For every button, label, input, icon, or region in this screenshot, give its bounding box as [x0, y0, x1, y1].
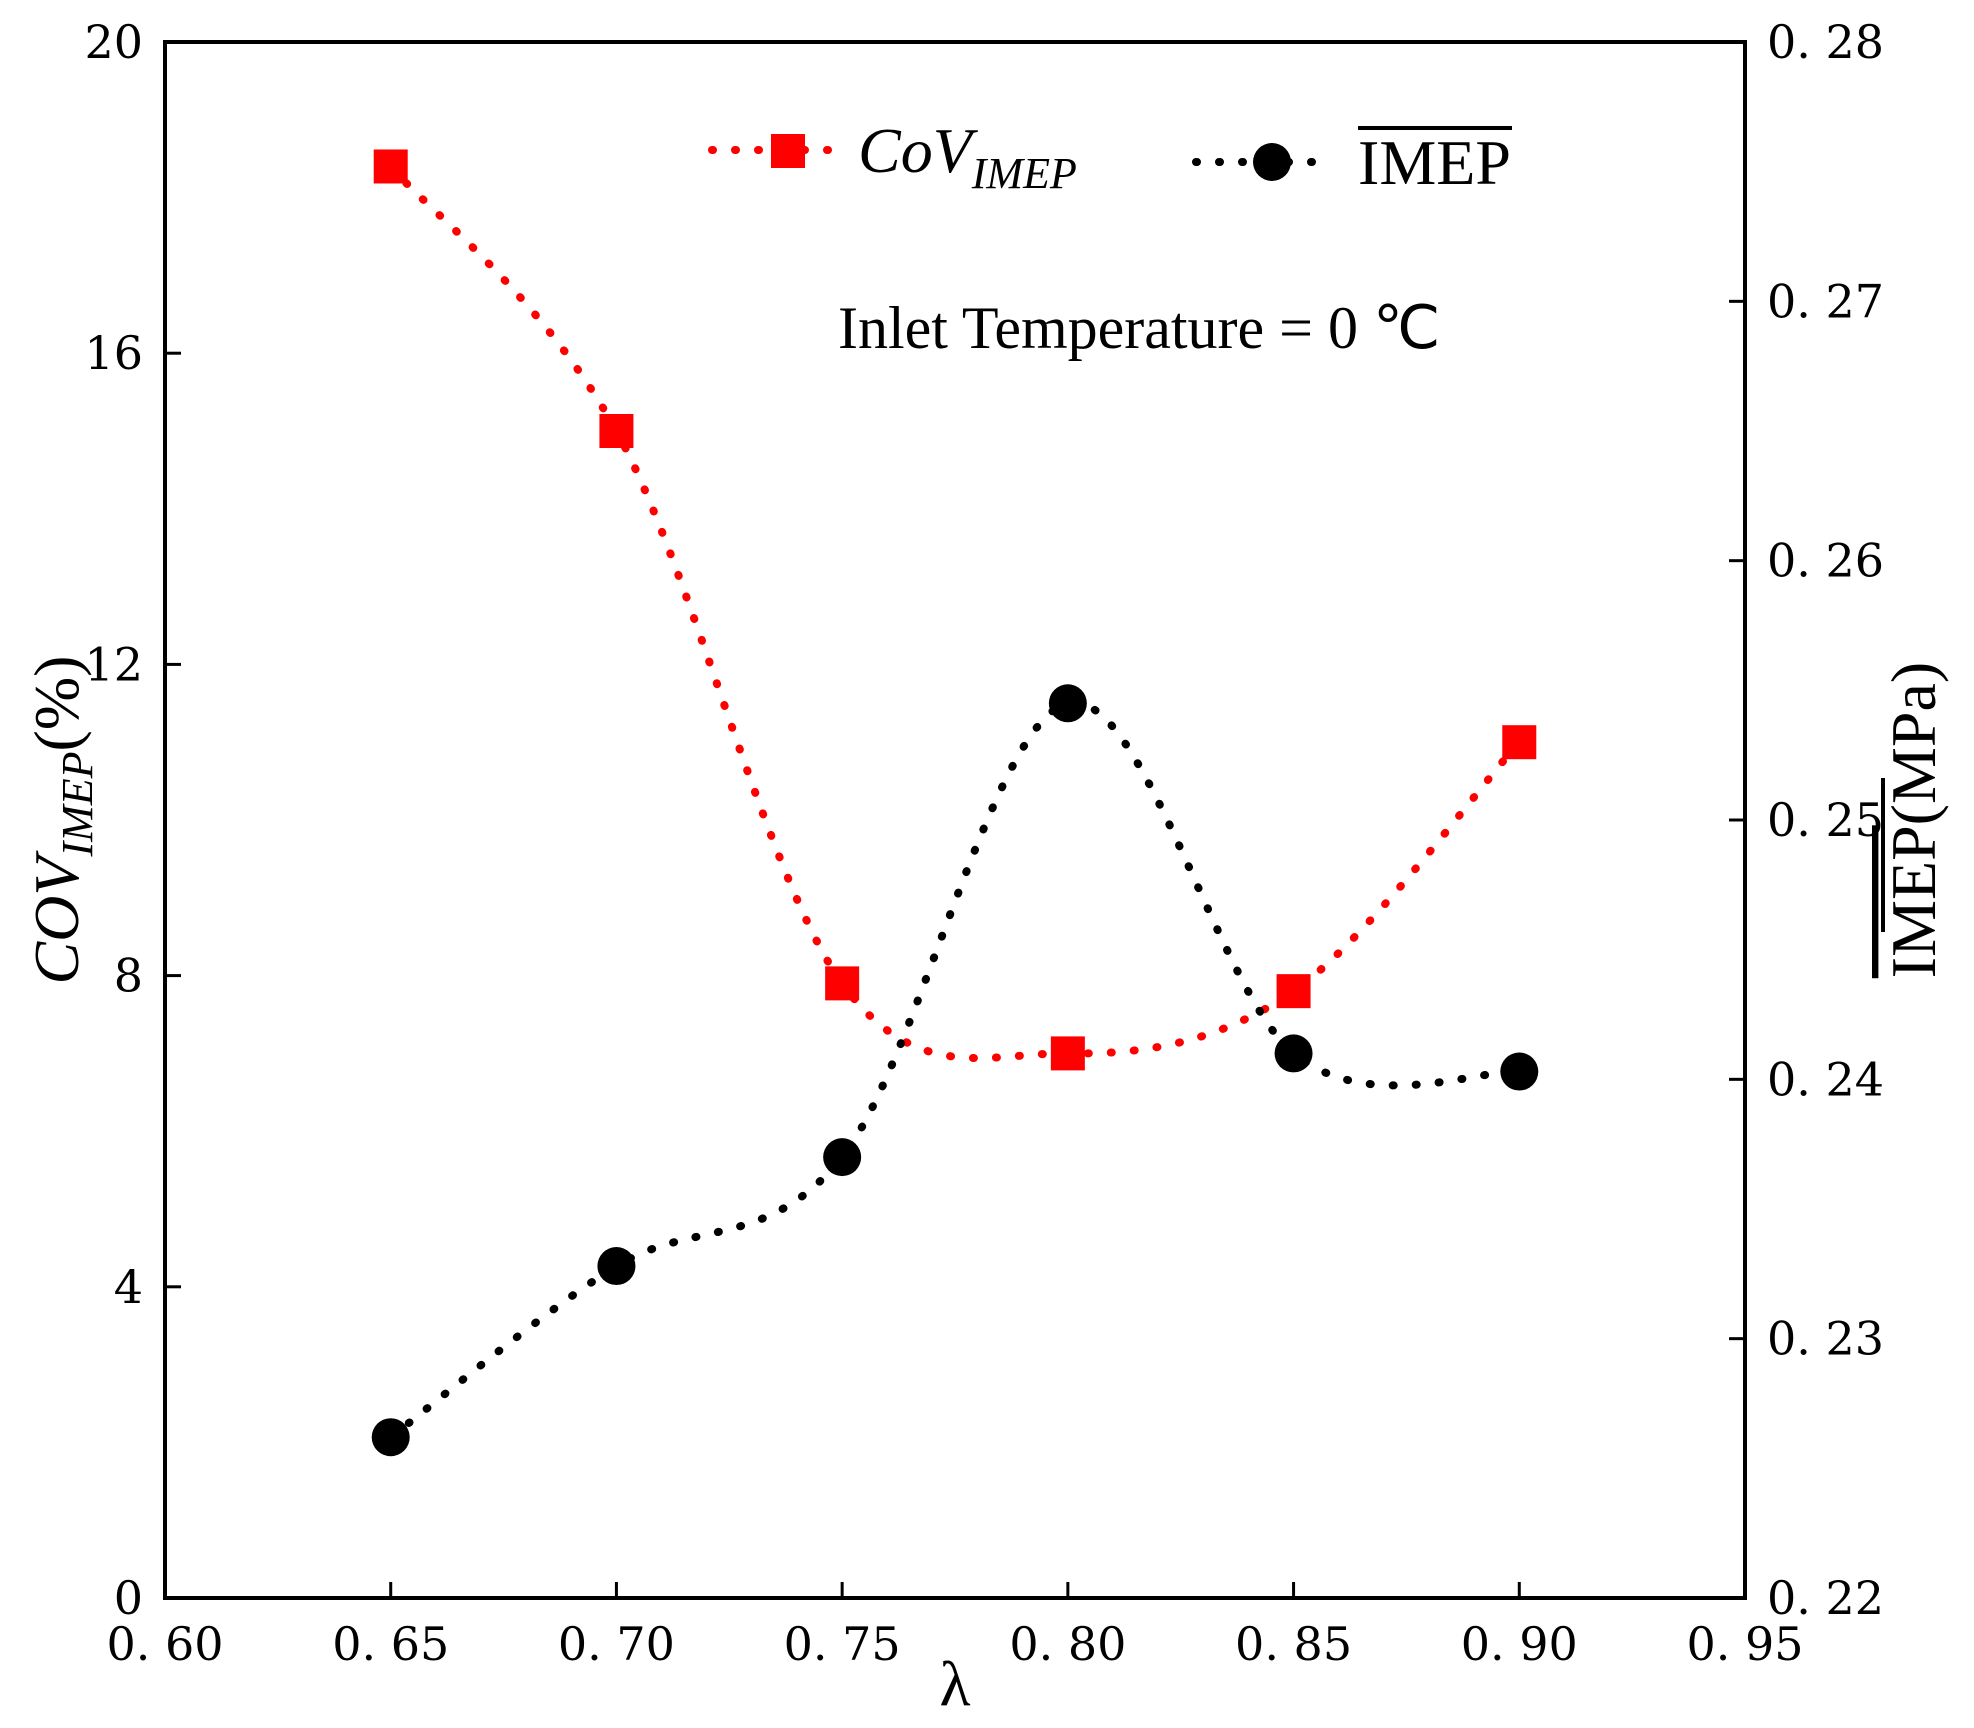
x-tick-label: 0. 60 [106, 1617, 223, 1671]
y-right-title-main: IMEP [1878, 825, 1949, 978]
legend-cov-sub: IMEP [971, 149, 1077, 198]
inlet-temperature-annotation: Inlet Temperature = 0 ℃ [838, 295, 1440, 361]
y-left-tick-label: 4 [114, 1260, 143, 1314]
series-cov-line [386, 162, 1524, 1063]
imep-data-point [1274, 1034, 1313, 1073]
imep-data-point [597, 1247, 636, 1286]
y-left-axis-title: COVIMEP(%) [21, 656, 102, 985]
legend-item-cov: CoVIMEP [708, 115, 1077, 198]
legend: CoVIMEP IMEP [708, 115, 1512, 198]
x-tick-label: 0. 80 [1009, 1617, 1126, 1671]
y-left-tick-label: 0 [114, 1571, 143, 1625]
y-right-tick-label: 0. 22 [1767, 1571, 1884, 1625]
imep-data-point [1500, 1052, 1539, 1091]
legend-imep-marker [1253, 143, 1291, 181]
series-markers [371, 149, 1539, 1457]
x-tick-label: 0. 95 [1686, 1617, 1803, 1671]
cov-data-point [1050, 1036, 1085, 1071]
series-curves [386, 162, 1524, 1442]
x-tick-label: 0. 75 [784, 1617, 901, 1671]
x-axis-title: λ [939, 1648, 970, 1719]
y-right-tick-label: 0. 24 [1767, 1052, 1884, 1106]
y-left-title-main: COV [21, 850, 92, 985]
y-right-tick-label: 0. 27 [1767, 274, 1884, 328]
x-tick-label: 0. 85 [1235, 1617, 1352, 1671]
imep-data-point [823, 1138, 862, 1177]
y-left-tick-label: 8 [114, 949, 143, 1003]
cov-data-point [599, 414, 634, 448]
x-tick-label: 0. 65 [332, 1617, 449, 1671]
y-right-tick-label: 0. 25 [1767, 793, 1884, 847]
x-tick-label: 0. 70 [558, 1617, 675, 1671]
y-right-axis-ticks: 0. 22 0. 23 0. 24 0. 25 0. 26 0. 27 0. 28 [1729, 15, 1884, 1625]
cov-data-point [373, 149, 408, 184]
y-left-tick-label: 12 [84, 637, 143, 691]
legend-cov-marker [771, 134, 805, 168]
legend-cov-label: CoV [858, 115, 979, 186]
imep-data-point [1048, 684, 1087, 723]
y-left-axis-ticks: 0 4 8 12 16 20 [84, 15, 181, 1625]
y-right-title-unit: (MPa) [1878, 662, 1949, 826]
x-axis-ticks: 0. 60 0. 65 0. 70 0. 75 0. 80 0. 85 0. 90 0. 95 [106, 1582, 1804, 1671]
x-tick-label: 0. 90 [1461, 1617, 1578, 1671]
svg-text:COVIMEP(%): COVIMEP(%) [21, 656, 102, 985]
y-right-tick-label: 0. 28 [1767, 15, 1884, 69]
svg-text:IMEP(MPa): IMEP(MPa) [1878, 662, 1949, 978]
y-left-title-sub: IMEP [53, 751, 102, 857]
cov-data-point [1276, 974, 1311, 1009]
imep-data-point [371, 1418, 410, 1457]
y-left-tick-label: 16 [84, 326, 143, 380]
y-left-tick-label: 20 [84, 15, 143, 69]
y-right-tick-label: 0. 26 [1767, 534, 1884, 588]
svg-text:CoVIMEP: CoVIMEP [858, 115, 1077, 198]
cov-data-point [825, 966, 860, 1001]
series-imep-line [386, 698, 1524, 1442]
y-right-axis-title: IMEP(MPa) [1878, 662, 1949, 978]
y-left-title-unit: (%) [21, 656, 92, 752]
legend-imep-label: IMEP [1358, 127, 1511, 198]
plot-frame [163, 40, 1747, 1600]
legend-item-imep: IMEP [1192, 126, 1512, 198]
cov-data-point [1502, 725, 1537, 760]
y-right-tick-label: 0. 23 [1767, 1312, 1884, 1366]
